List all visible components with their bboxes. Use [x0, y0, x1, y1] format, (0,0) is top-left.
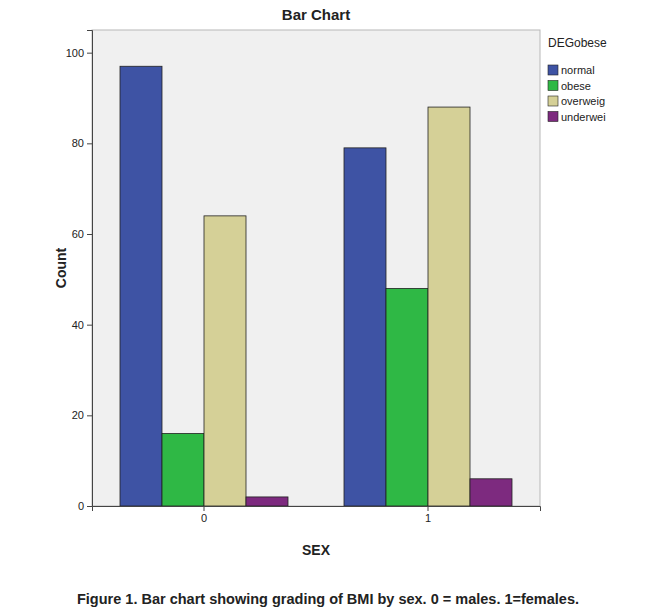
y-tick: 0: [78, 500, 92, 512]
legend-label: overweig: [561, 95, 605, 107]
x-axis-line: [93, 507, 541, 512]
x-tick-label: 1: [425, 512, 431, 524]
legend-swatch: [548, 65, 558, 75]
bar: [470, 479, 512, 506]
bar: [386, 288, 428, 506]
title: Bar Chart: [282, 6, 350, 23]
x-axis: 01: [93, 506, 541, 524]
bar: [344, 148, 386, 506]
y-tick-label: 60: [72, 228, 84, 240]
y-tick: 80: [72, 137, 92, 149]
legend-item: obese: [548, 80, 591, 92]
x-tick: 0: [201, 506, 207, 524]
y-tick-label: 40: [72, 319, 84, 331]
y-tick-mark: [87, 53, 92, 54]
legend: DEGobese normal obese overweig underwei: [548, 36, 607, 123]
bar: [246, 497, 288, 506]
plot-background: [92, 30, 540, 506]
bars: [120, 66, 512, 506]
legend-item: underwei: [548, 111, 606, 123]
y-tick: 60: [72, 228, 92, 240]
x-axis-label: SEX: [302, 542, 331, 558]
y-tick: 20: [72, 409, 92, 421]
legend-item: normal: [548, 64, 595, 76]
x-tick-mark: [428, 506, 429, 511]
y-axis-label: Count: [53, 247, 69, 288]
y-tick: 100: [66, 47, 92, 59]
x-tick-mark: [204, 506, 205, 511]
y-tick-mark: [87, 143, 92, 144]
y-tick: 40: [72, 319, 92, 331]
y-tick-mark: [87, 506, 92, 507]
legend-swatch: [548, 81, 558, 91]
y-axis-line: [87, 31, 93, 507]
legend-swatch: [548, 96, 558, 106]
y-tick-mark: [87, 325, 92, 326]
x-tick-label: 0: [201, 512, 207, 524]
legend-swatch: [548, 112, 558, 122]
y-tick-label: 20: [72, 409, 84, 421]
chart: 02040608010001Bar ChartSEXCountDEGobesen…: [0, 0, 656, 614]
y-tick-mark: [87, 234, 92, 235]
x-tick: 1: [425, 506, 431, 524]
legend-label: obese: [561, 80, 591, 92]
y-tick-label: 80: [72, 137, 84, 149]
y-axis: 0 20 40 60 80 100: [66, 31, 93, 513]
y-tick-mark: [87, 415, 92, 416]
legend-item: overweig: [548, 95, 605, 107]
y-tick-label: 100: [66, 47, 84, 59]
legend-title: DEGobese: [548, 36, 607, 50]
y-tick-label: 0: [78, 500, 84, 512]
caption: Figure 1. Bar chart showing grading of B…: [77, 591, 579, 607]
bar: [162, 433, 204, 506]
legend-label: normal: [561, 64, 595, 76]
bar: [120, 66, 162, 506]
bar: [204, 216, 246, 506]
bar: [428, 107, 470, 506]
legend-label: underwei: [561, 111, 606, 123]
